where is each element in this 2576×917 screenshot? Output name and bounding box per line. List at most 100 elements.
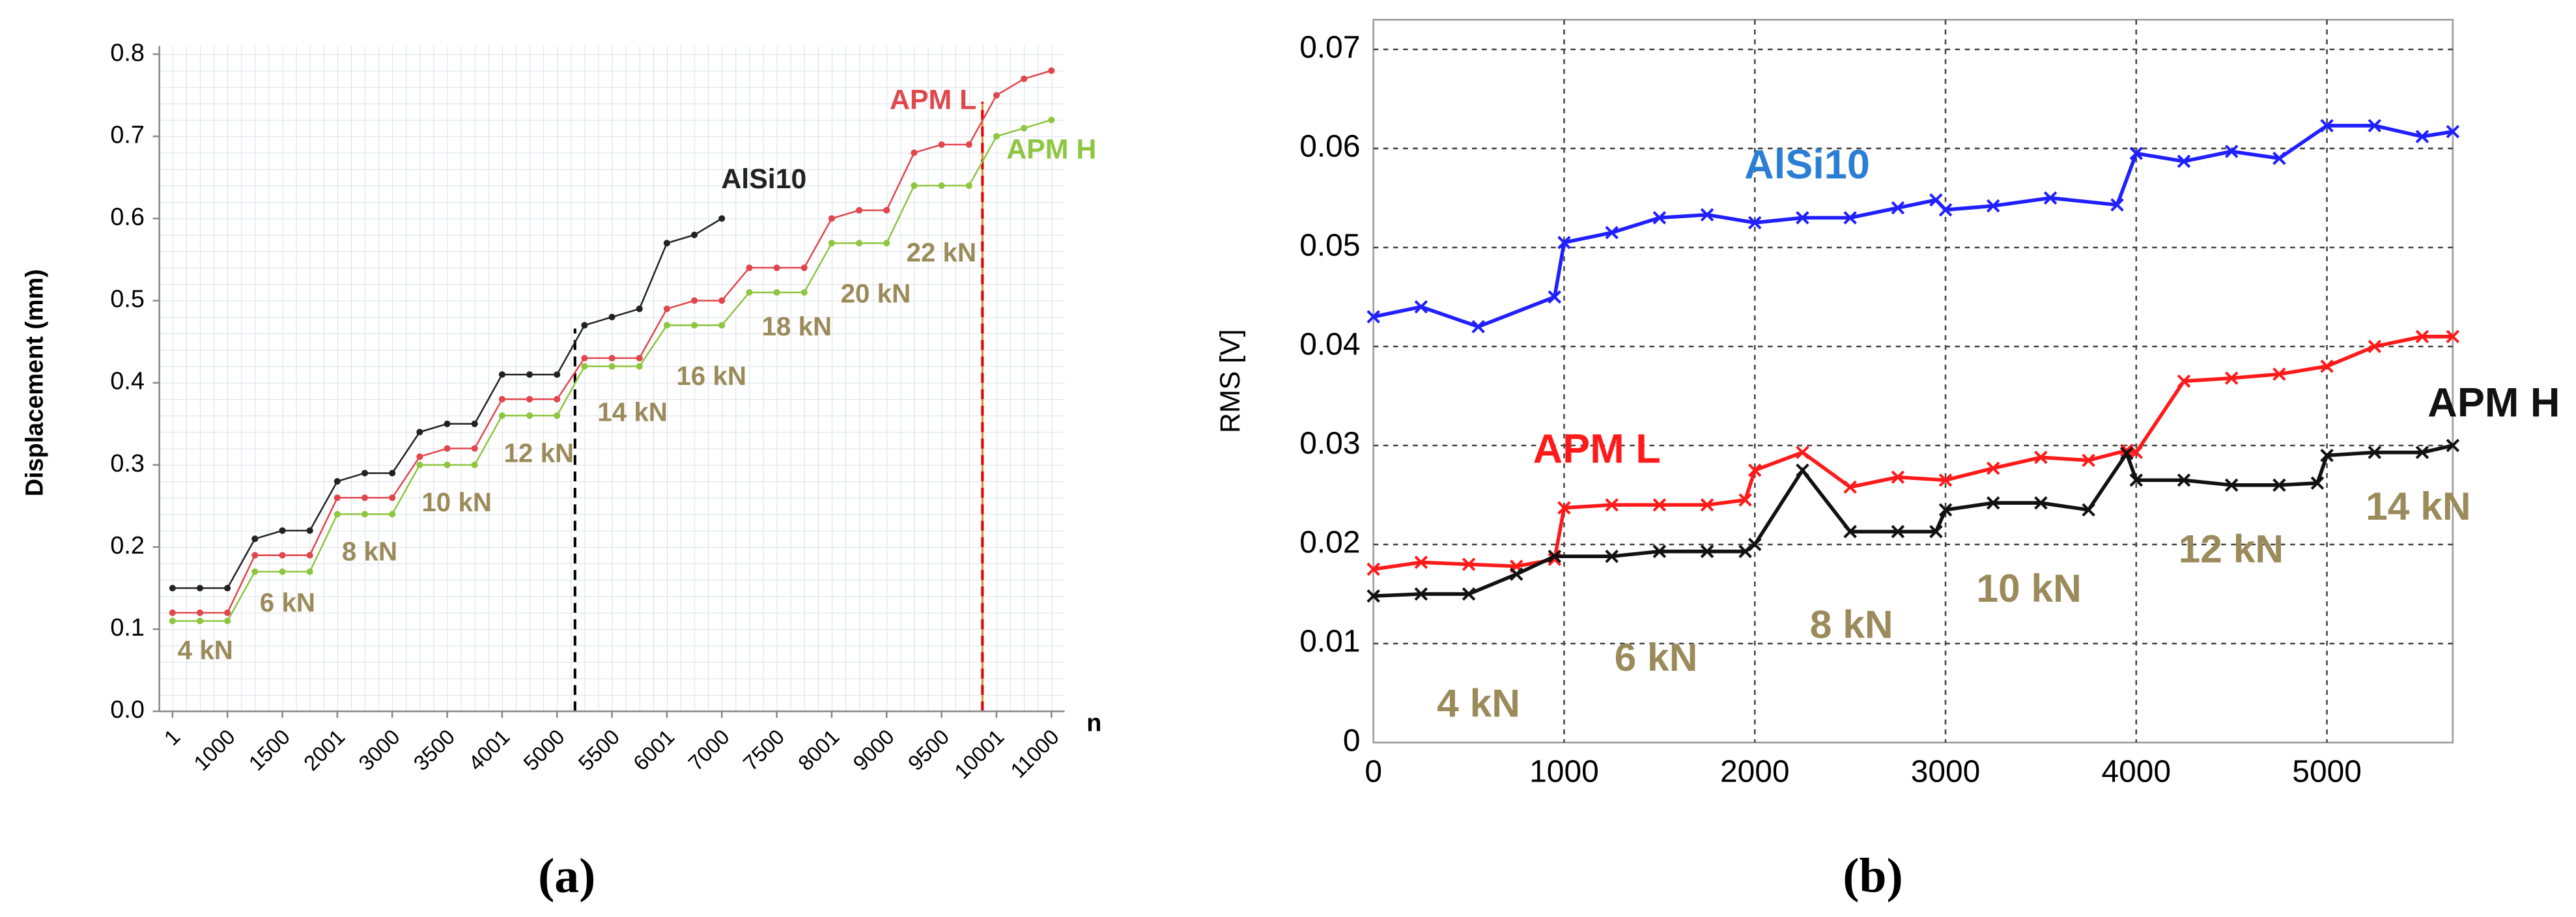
- marker: [993, 133, 1000, 140]
- marker: [965, 182, 972, 190]
- marker: [2320, 448, 2334, 462]
- marker: [444, 420, 451, 427]
- x-tick-label: 3500: [408, 724, 459, 775]
- marker: [1021, 124, 1028, 132]
- marker: [333, 478, 341, 485]
- marker: [965, 141, 972, 148]
- marker: [663, 240, 670, 247]
- marker: [1938, 503, 1953, 517]
- marker: [911, 182, 918, 190]
- marker: [554, 412, 561, 419]
- marker: [2110, 198, 2124, 212]
- marker: [1366, 562, 1380, 576]
- marker: [224, 584, 231, 592]
- marker: [2177, 154, 2191, 168]
- marker: [2082, 453, 2095, 468]
- marker: [800, 264, 808, 272]
- marker: [718, 322, 726, 329]
- plot-frame: [1372, 19, 2454, 744]
- load-label: 22 kN: [906, 238, 976, 268]
- load-label: 4 kN: [1437, 681, 1520, 726]
- marker: [856, 206, 863, 214]
- marker: [554, 371, 561, 378]
- x-tick-label: 1: [159, 724, 184, 750]
- load-label: 16 kN: [676, 361, 746, 391]
- marker: [306, 552, 313, 559]
- marker: [1700, 208, 1714, 222]
- marker: [2034, 496, 2048, 510]
- marker: [1021, 76, 1028, 83]
- y-tick-label: 0.06: [1299, 130, 1360, 164]
- marker: [196, 609, 204, 616]
- y-tick-label: 0.03: [1299, 427, 1360, 461]
- marker: [1986, 461, 2000, 475]
- marker: [1605, 498, 1619, 512]
- x-tick-label: 5000: [2292, 755, 2362, 789]
- y-tick-label: 0: [1343, 724, 1361, 758]
- load-label: 18 kN: [761, 311, 832, 341]
- marker: [2446, 438, 2460, 453]
- y-tick-label: 0.02: [1299, 526, 1360, 560]
- marker: [526, 412, 533, 419]
- series-label: APM L: [890, 85, 976, 116]
- marker: [993, 92, 1000, 99]
- marker: [1462, 587, 1476, 601]
- load-label: 10 kN: [421, 487, 492, 517]
- marker: [389, 470, 396, 477]
- series-label: APM L: [1533, 426, 1661, 472]
- marker: [1414, 556, 1428, 569]
- load-label: 6 kN: [1615, 635, 1698, 679]
- marker: [2320, 360, 2334, 373]
- x-axis-title: n: [1086, 709, 1101, 737]
- marker: [608, 354, 616, 361]
- marker: [636, 354, 643, 361]
- caption: (b): [1843, 849, 1903, 903]
- marker: [2446, 330, 2460, 344]
- y-tick-label: 0.6: [110, 203, 145, 231]
- marker: [883, 240, 890, 247]
- marker: [2177, 374, 2191, 388]
- marker: [1652, 544, 1667, 558]
- load-label: 14 kN: [597, 397, 668, 427]
- series-label: AlSi10: [1744, 142, 1870, 188]
- marker: [1938, 203, 1953, 217]
- marker: [2129, 147, 2144, 160]
- x-tick-label: 6001: [629, 724, 679, 775]
- marker: [1891, 201, 1905, 215]
- series-label: AlSi10: [721, 163, 806, 195]
- x-tick-label: 1000: [189, 724, 240, 775]
- marker: [1748, 537, 1762, 552]
- y-tick-label: 0.8: [110, 39, 145, 66]
- marker: [1605, 225, 1619, 240]
- marker: [416, 453, 423, 460]
- marker: [1700, 498, 1714, 512]
- marker: [471, 445, 478, 452]
- marker: [883, 206, 890, 214]
- marker: [251, 535, 259, 543]
- marker: [2272, 478, 2286, 492]
- series-line: [1373, 124, 2454, 329]
- marker: [1414, 587, 1428, 601]
- marker: [416, 429, 423, 436]
- marker: [361, 470, 369, 477]
- x-tick-label: 8001: [793, 724, 844, 775]
- marker: [333, 494, 341, 501]
- marker: [1796, 445, 1809, 459]
- marker: [498, 371, 505, 378]
- marker: [526, 395, 533, 402]
- marker: [2224, 145, 2239, 158]
- marker: [1414, 300, 1428, 314]
- marker: [691, 322, 698, 329]
- marker: [1843, 480, 1857, 494]
- x-tick-label: 7500: [738, 724, 789, 775]
- x-tick-label: 3000: [1911, 755, 1981, 789]
- x-tick-label: 7000: [683, 724, 734, 775]
- marker: [1738, 544, 1752, 558]
- marker: [169, 617, 176, 625]
- marker: [2368, 339, 2382, 354]
- marker: [938, 141, 945, 148]
- marker: [1366, 310, 1380, 324]
- series-label: APM H: [2427, 380, 2560, 426]
- marker: [444, 461, 451, 468]
